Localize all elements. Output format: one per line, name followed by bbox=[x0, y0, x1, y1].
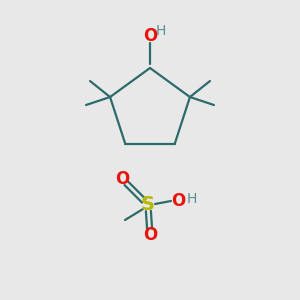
Text: H: H bbox=[156, 24, 166, 38]
Text: O: O bbox=[143, 27, 157, 45]
Text: S: S bbox=[141, 196, 155, 214]
Text: H: H bbox=[187, 192, 197, 206]
Text: O: O bbox=[171, 192, 185, 210]
Text: O: O bbox=[143, 226, 157, 244]
Text: O: O bbox=[115, 170, 129, 188]
